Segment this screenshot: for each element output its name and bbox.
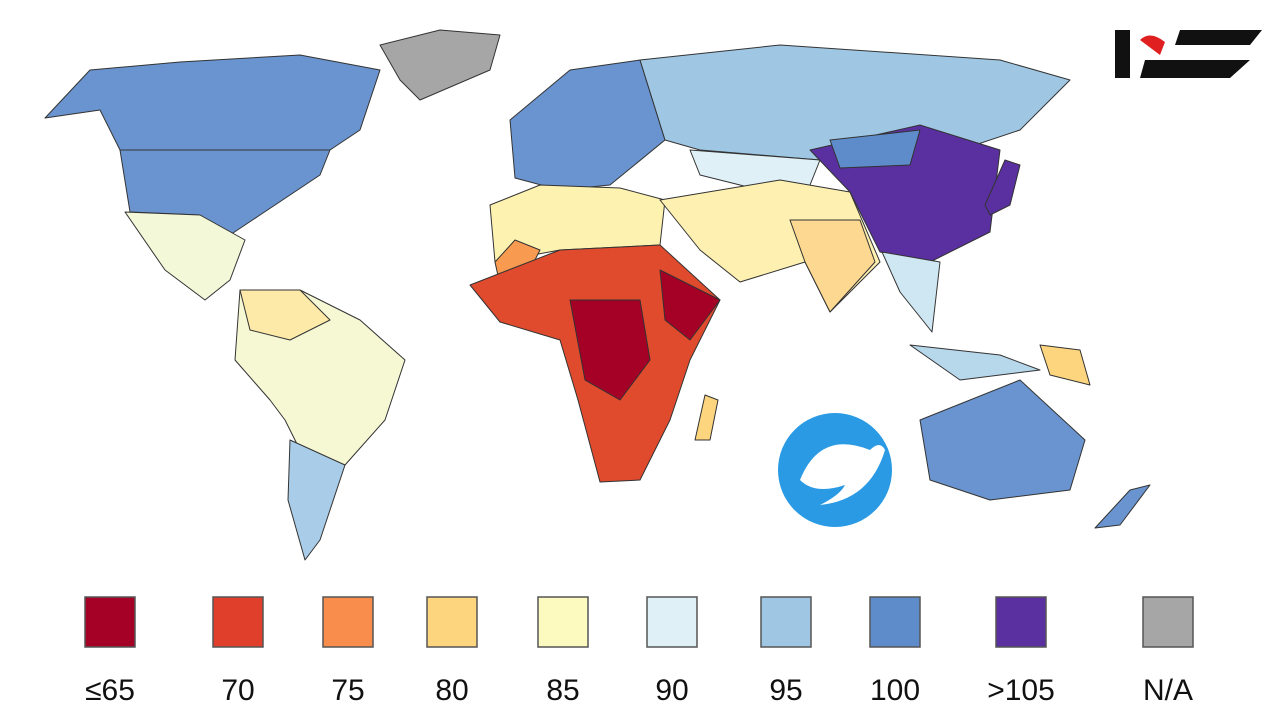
indonesia (909, 344, 1041, 381)
legend-swatch (760, 596, 812, 648)
argentina-chile (287, 439, 346, 561)
legend-swatch (212, 596, 264, 648)
legend-swatch (1142, 596, 1194, 648)
legend-label: 95 (769, 674, 802, 707)
legend-swatch (646, 596, 698, 648)
southeast-asia (881, 251, 941, 333)
india (789, 219, 876, 313)
new-zealand (1094, 484, 1151, 529)
central-africa (569, 299, 651, 401)
world-map (44, 29, 1151, 561)
legend-label: ≤65 (85, 674, 135, 707)
japan (984, 159, 1021, 216)
brand-logo-stroke (1115, 30, 1130, 78)
brand-logo-accent (1140, 35, 1165, 55)
legend-swatch (322, 596, 374, 648)
legend-swatch (84, 596, 136, 648)
australia (919, 379, 1086, 501)
madagascar (694, 394, 719, 441)
canada-alaska (44, 54, 381, 151)
legend-label: 90 (655, 674, 688, 707)
mongolia (829, 129, 921, 169)
legend-label: 100 (870, 674, 920, 707)
legend-swatch (537, 596, 589, 648)
watermark-bird (800, 444, 885, 505)
horn-of-africa (659, 269, 721, 341)
brand-logo-shape (1140, 30, 1262, 78)
legend: ≤65 70 75 80 85 90 95 100 >105 N/A (84, 596, 1194, 707)
south-america-north (239, 289, 331, 341)
legend-label: >105 (987, 674, 1055, 707)
legend-swatch (869, 596, 921, 648)
legend-swatch (426, 596, 478, 648)
papua (1039, 344, 1091, 386)
brand-logo (1115, 30, 1262, 78)
watermark-logo (778, 413, 892, 527)
greenland (379, 29, 501, 101)
europe (509, 59, 666, 191)
mexico (124, 211, 246, 301)
legend-label: 85 (546, 674, 579, 707)
legend-label: 80 (435, 674, 468, 707)
legend-label: 70 (221, 674, 254, 707)
legend-swatch (995, 596, 1047, 648)
legend-label: N/A (1143, 674, 1193, 707)
legend-label: 75 (331, 674, 364, 707)
